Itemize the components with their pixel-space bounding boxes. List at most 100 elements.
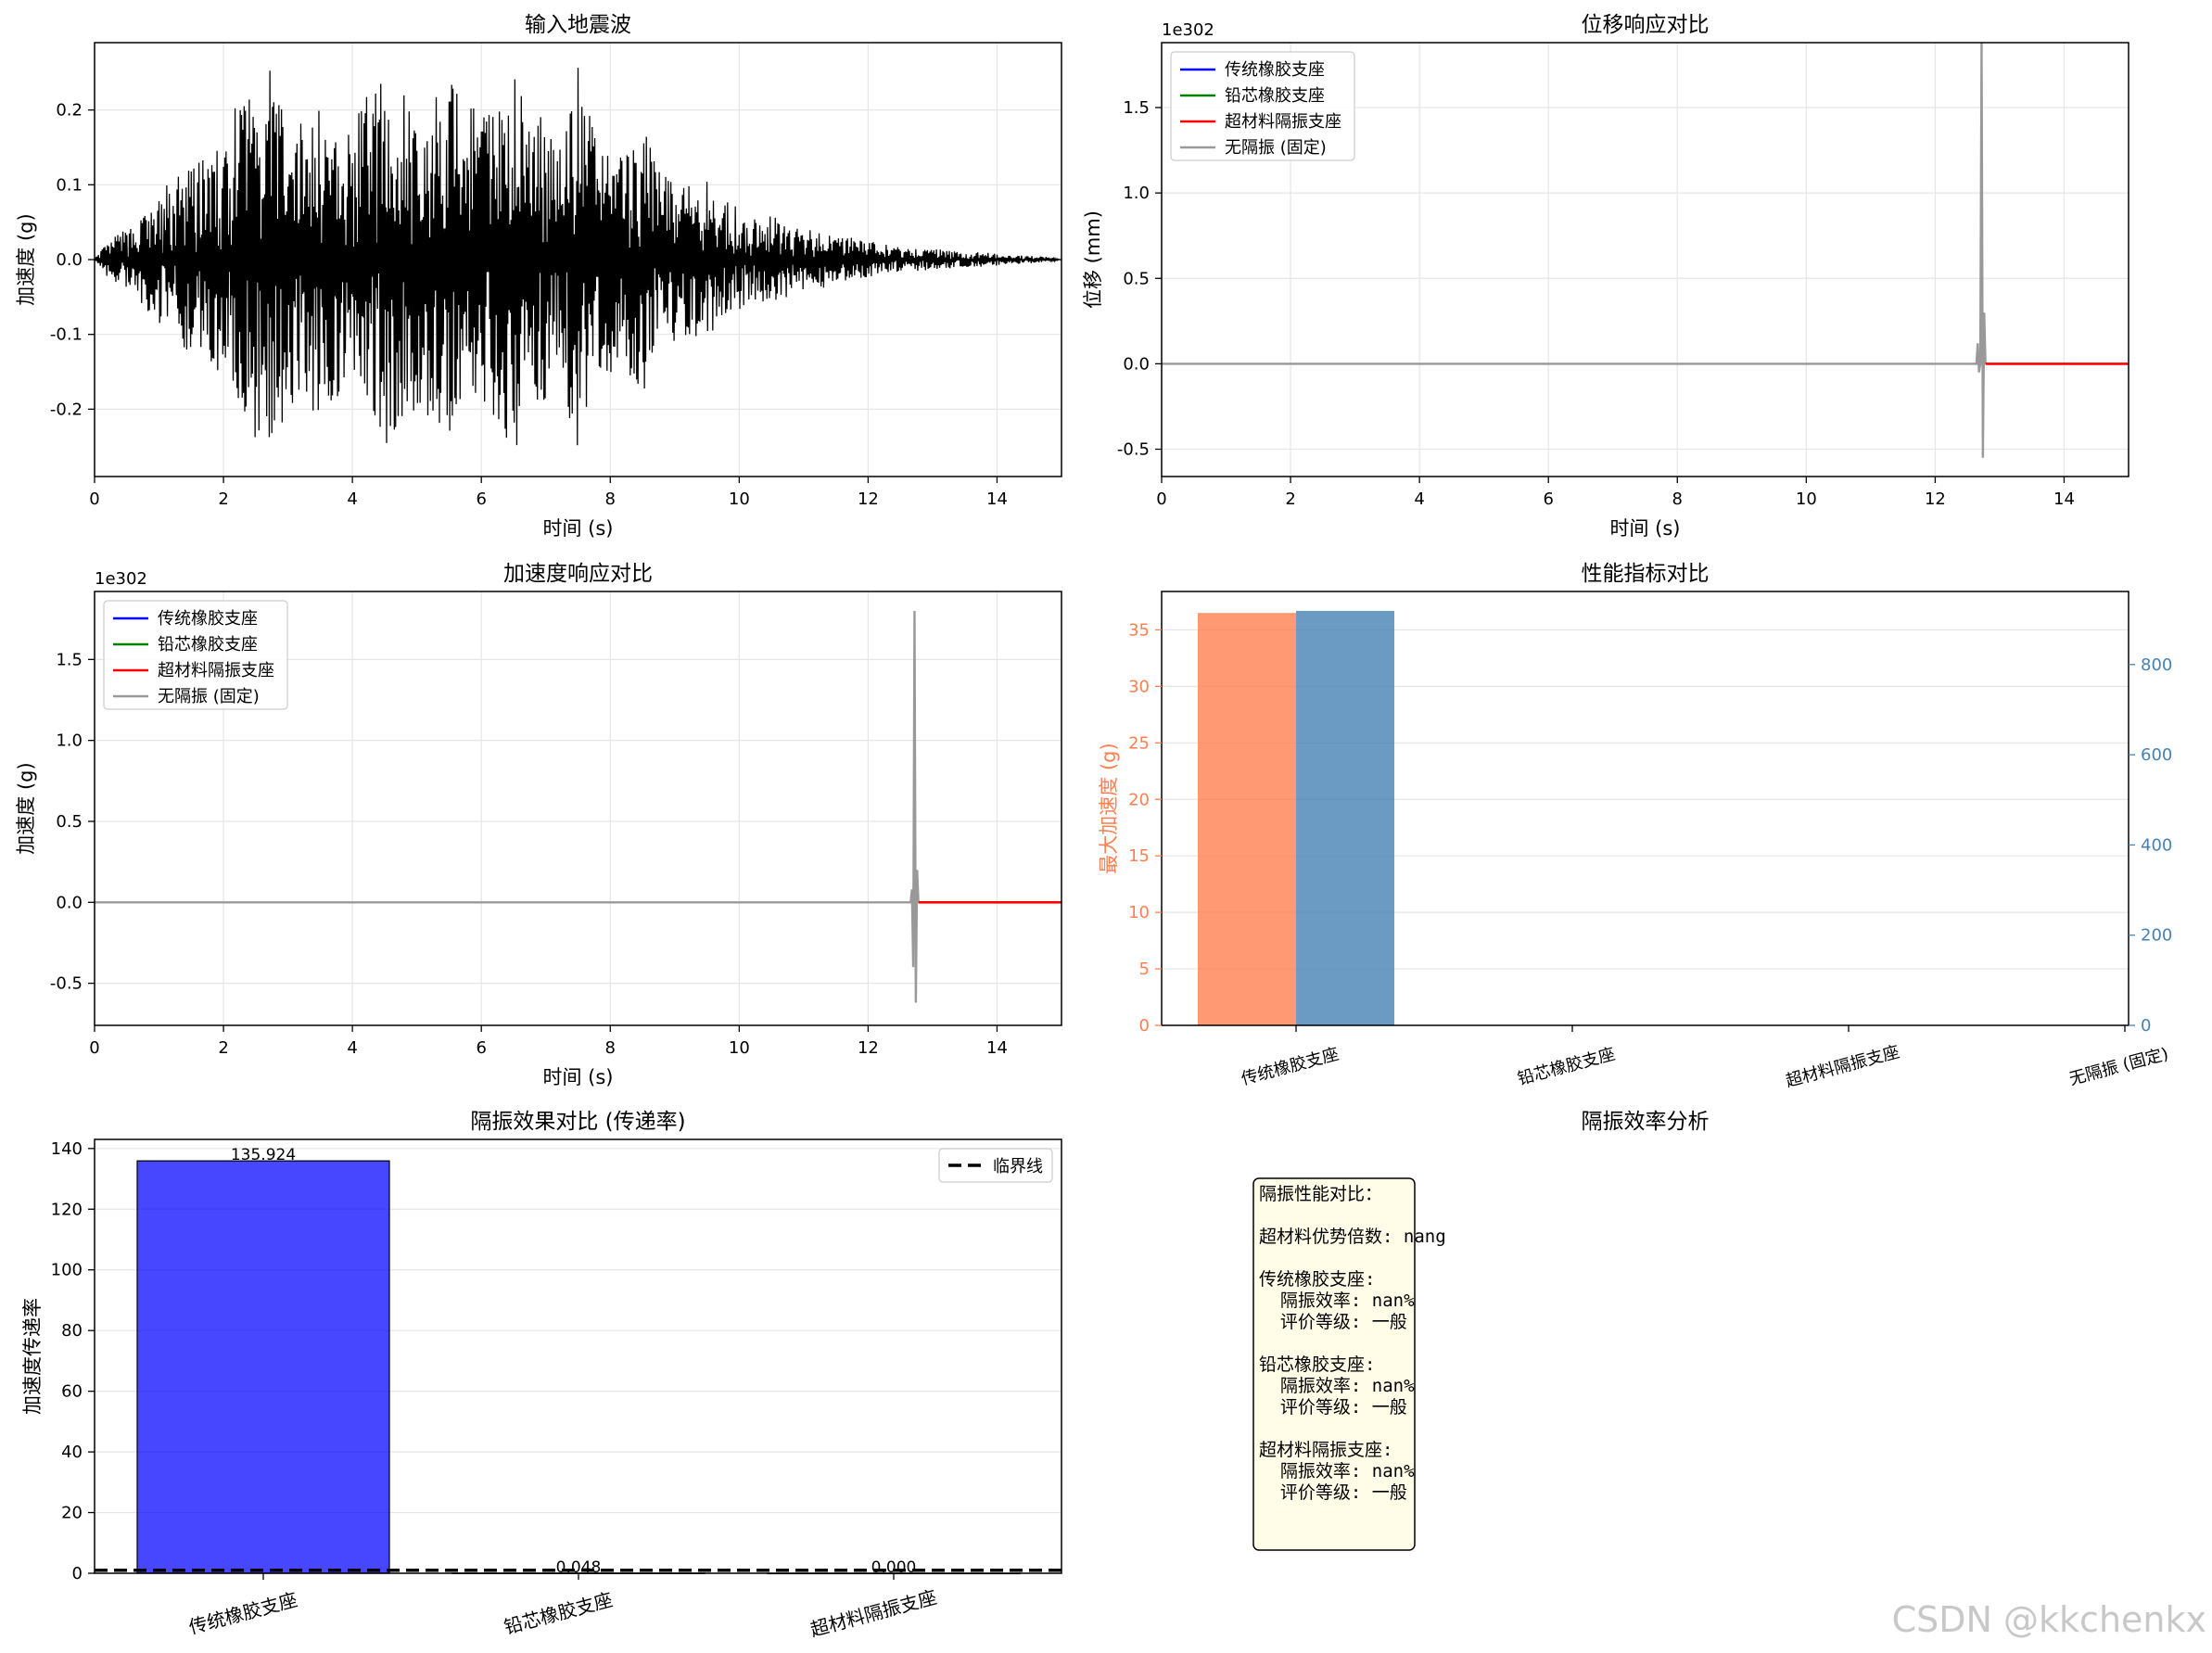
y-tick-label: -0.5 (50, 974, 83, 994)
y2-tick-label: 0 (2141, 1016, 2151, 1036)
x-tick-label: 超材料隔振支座 (807, 1586, 938, 1641)
axes-frame (94, 591, 1062, 1026)
x-tick-label: 6 (476, 490, 486, 509)
y-tick-label: 0 (72, 1564, 83, 1583)
y-axis-label: 加速度传递率 (21, 1298, 44, 1415)
legend-label: 无隔振 (固定) (158, 687, 260, 706)
y-tick-label: 1.5 (56, 650, 83, 669)
x-tick-label: 4 (1414, 490, 1424, 509)
axes-frame (1161, 42, 2129, 477)
offset-text: 1e302 (95, 569, 147, 589)
x-tick-label: 8 (605, 1038, 616, 1058)
x-axis-label: 时间 (s) (1609, 517, 1680, 540)
chart-title: 位移响应对比 (1582, 13, 1710, 37)
bar-max-acceleration (1198, 613, 1296, 1025)
x-tick-label: 无隔振 (固定) (2067, 1044, 2170, 1089)
chart-title: 性能指标对比 (1582, 562, 1710, 586)
x-tick-label: 2 (1285, 490, 1295, 509)
chart-title: 隔振效果对比 (传递率) (470, 1110, 685, 1134)
watermark: CSDN @kkchenkx (1892, 1599, 2206, 1640)
data-label: 0.048 (556, 1558, 602, 1577)
x-tick-label: 铅芯橡胶支座 (502, 1588, 615, 1638)
y-axis-label: 位移 (mm) (1082, 210, 1104, 309)
x-tick-label: 8 (605, 490, 616, 509)
chart-p5: 135.924 传统橡胶支座 0.048 铅芯橡胶支座 0.000 超材料隔振支座 0 20 4… (21, 1110, 1062, 1641)
x-axis-label: 时间 (s) (542, 1066, 613, 1088)
y-tick-label: 5 (1139, 960, 1150, 979)
x-tick-label: 6 (1543, 490, 1553, 509)
x-tick-label: 超材料隔振支座 (1784, 1042, 1901, 1091)
legend (103, 600, 288, 710)
y-tick-label: 30 (1128, 677, 1150, 696)
series-line-seismic (94, 68, 1062, 446)
legend-label: 传统橡胶支座 (1225, 60, 1325, 80)
x-tick-label: 0 (1156, 490, 1166, 509)
y-tick-label: 25 (1128, 733, 1150, 753)
y-tick-label: 0 (1139, 1016, 1150, 1036)
y-tick-label: 120 (51, 1200, 83, 1219)
y-tick-label: -0.1 (50, 325, 83, 345)
chart-title: 加速度响应对比 (503, 562, 653, 586)
legend-label: 超材料隔振支座 (1225, 112, 1341, 132)
y-tick-label: 20 (61, 1504, 83, 1523)
analysis-box (1252, 1177, 1416, 1551)
x-tick-label: 4 (347, 1038, 357, 1058)
y2-tick-label: 400 (2141, 835, 2172, 855)
analysis-line: 传统橡胶支座: (1259, 1269, 1375, 1290)
analysis-line: 隔振性能对比： (1259, 1184, 1382, 1204)
data-label: 135.924 (231, 1146, 296, 1164)
y-tick-label: 0.5 (1123, 269, 1150, 288)
legend-label: 超材料隔振支座 (158, 661, 274, 680)
x-tick-label: 14 (2053, 490, 2075, 509)
y-tick-label: 15 (1128, 846, 1150, 866)
y-tick-label: 100 (51, 1261, 83, 1280)
y-tick-label: 0.2 (56, 101, 83, 121)
x-tick-label: 14 (986, 1038, 1008, 1058)
y-tick-label: 0.5 (56, 812, 83, 832)
y-tick-label: -0.5 (1117, 440, 1150, 460)
offset-text: 1e302 (1162, 20, 1214, 40)
axes-frame (94, 1138, 1062, 1574)
legend-label: 铅芯橡胶支座 (158, 635, 258, 655)
y-tick-label: 10 (1128, 903, 1150, 922)
x-tick-label: 12 (858, 1038, 879, 1058)
y-tick-label: 20 (1128, 790, 1150, 809)
y2-tick-label: 600 (2141, 745, 2172, 765)
x-tick-label: 10 (729, 1038, 750, 1058)
x-tick-label: 10 (729, 490, 750, 509)
bar-transmissibility (136, 1160, 390, 1574)
x-tick-label: 8 (1672, 490, 1683, 509)
legend (938, 1148, 1053, 1183)
analysis-line: 隔振效率: nan% (1259, 1376, 1415, 1396)
legend-label: 临界线 (993, 1157, 1043, 1176)
x-tick-label: 2 (218, 490, 228, 509)
y-tick-label: 60 (61, 1382, 83, 1402)
x-tick-label: 2 (218, 1038, 228, 1058)
x-tick-label: 铅芯橡胶支座 (1516, 1045, 1618, 1089)
x-tick-label: 6 (476, 1038, 486, 1058)
x-tick-label: 12 (858, 490, 879, 509)
series-line (1162, 42, 1987, 458)
y-tick-label: 0.0 (56, 893, 83, 912)
analysis-line: 评价等级: 一般 (1259, 1482, 1407, 1503)
data-label: 0.000 (871, 1558, 917, 1577)
legend-label: 传统橡胶支座 (158, 609, 258, 629)
analysis-line: 评价等级: 一般 (1259, 1397, 1407, 1418)
y-tick-label: -0.2 (50, 400, 83, 419)
x-tick-label: 0 (89, 490, 99, 509)
x-tick-label: 14 (986, 490, 1008, 509)
y-tick-label: 40 (61, 1443, 83, 1462)
analysis-line: 超材料隔振支座: (1259, 1440, 1392, 1460)
y-tick-label: 80 (61, 1321, 83, 1341)
x-tick-label: 10 (1796, 490, 1817, 509)
y-tick-label: 0.0 (1123, 354, 1150, 374)
axes-frame (1161, 591, 2129, 1026)
x-tick-label: 传统橡胶支座 (186, 1588, 299, 1638)
analysis-line: 铅芯橡胶支座: (1259, 1354, 1375, 1375)
analysis-line: 隔振效率: nan% (1259, 1291, 1415, 1311)
y2-tick-label: 800 (2141, 655, 2172, 675)
